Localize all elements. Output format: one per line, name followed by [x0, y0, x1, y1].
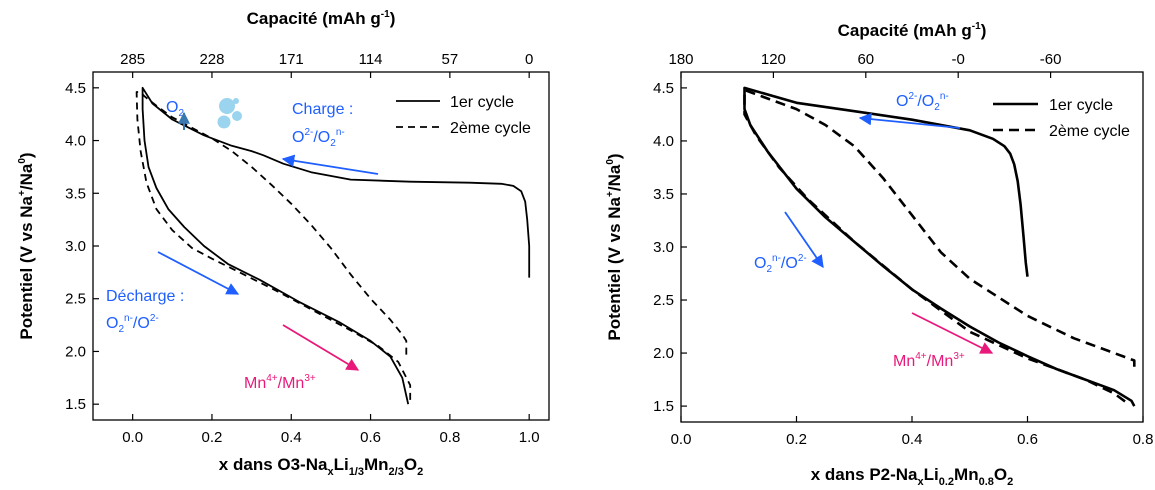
left-y-tick-label: 3.0 [65, 238, 86, 255]
right-legend-label-1: 1er cycle [1049, 97, 1113, 114]
left-chart: 0.0 0.2 0.4 0.6 0.8 1.0 1.5 2.0 2.5 3.0 3.5 4.0 4.5 2… [17, 9, 550, 478]
right-x-tick-label: 0.6 [1017, 431, 1038, 448]
left-series-2-line [135, 91, 412, 405]
left-series-1-line [141, 86, 531, 405]
right-top-tick-label: 120 [761, 51, 786, 68]
right-series-1-line [743, 86, 1136, 407]
bubble-icon [233, 98, 239, 104]
left-charge-label: Charge : [292, 101, 353, 118]
right-top-tick-label: -60 [1040, 51, 1062, 68]
right-x-tick-label: 0.8 [1133, 431, 1154, 448]
left-mn-arrow [282, 324, 360, 371]
right-chart: 0.0 0.2 0.4 0.6 0.8 1.5 2.0 2.5 3.0 3.5 4.0 4.5 180 1… [605, 21, 1153, 488]
left-y-tick-label: 2.5 [65, 291, 86, 308]
left-y-tick-label: 2.0 [65, 343, 86, 360]
left-curves [135, 86, 531, 405]
right-x-tick-label: 0.2 [786, 431, 807, 448]
right-mn-label: Mn4+/Mn3+ [893, 351, 965, 370]
right-y-tick-label: 3.0 [653, 239, 674, 256]
right-top-axis-title: Capacité (mAh g-1) [838, 21, 987, 40]
left-y-tick-label: 3.5 [65, 185, 86, 202]
left-y-tick-label: 1.5 [65, 396, 86, 413]
right-series-2-line [743, 88, 1136, 406]
right-y-axis-title: Potentiel (V vs Na+/Na0) [605, 153, 624, 340]
right-reduction-couple: O2n-/O2- [754, 253, 807, 275]
left-x-tick-label: 1.0 [519, 429, 540, 446]
right-oxidation-couple: O2-/O2n- [896, 91, 949, 113]
left-top-axis-title: Capacité (mAh g-1) [247, 9, 396, 28]
right-curves [743, 86, 1136, 407]
right-top-tick-label: 180 [668, 51, 693, 68]
right-reduction-arrow [784, 211, 824, 269]
left-x-tick-label: 0.6 [360, 429, 381, 446]
left-x-tick-label: 0.0 [122, 429, 143, 446]
left-top-tick-label: 0 [525, 51, 533, 68]
bubble-icon [217, 115, 231, 129]
left-y-axis-title: Potentiel (V vs Na+/Na0) [17, 152, 36, 339]
left-charge-arrow [281, 154, 379, 175]
left-discharge-arrow [157, 251, 240, 295]
left-charge-couple: O2-/O2n- [292, 127, 345, 149]
right-x-tick-label: 0.0 [671, 431, 692, 448]
left-o2-annotation: O2 [166, 98, 242, 130]
right-y-tick-label: 3.5 [653, 186, 674, 203]
left-x-tick-label: 0.4 [281, 429, 302, 446]
left-y-tick-label: 4.0 [65, 133, 86, 150]
right-x-tick-label: 0.4 [902, 431, 923, 448]
right-y-tick-label: 4.0 [653, 133, 674, 150]
right-y-tick-label: 4.5 [653, 80, 674, 97]
left-x-tick-label: 0.8 [439, 429, 460, 446]
right-legend: 1er cycle 2ème cycle [993, 97, 1130, 140]
left-top-tick-label: 285 [120, 51, 145, 68]
right-ticks: 0.0 0.2 0.4 0.6 0.8 1.5 2.0 2.5 3.0 3.5 4.0 4.5 180 1… [653, 51, 1153, 448]
left-top-tick-label: 171 [279, 51, 304, 68]
left-mn-label: Mn4+/Mn3+ [244, 373, 316, 392]
left-top-tick-label: 114 [359, 51, 383, 68]
left-x-tick-label: 0.2 [202, 429, 223, 446]
right-top-tick-label: 60 [857, 51, 874, 68]
right-y-tick-label: 1.5 [653, 398, 674, 415]
left-top-tick-label: 57 [442, 51, 459, 68]
right-oxidation-arrow [858, 112, 961, 129]
right-y-tick-label: 2.0 [653, 345, 674, 362]
left-ticks: 0.0 0.2 0.4 0.6 0.8 1.0 1.5 2.0 2.5 3.0 3.5 4.0 4.5 2… [65, 51, 539, 446]
left-x-axis-title: x dans O3-NaxLi1/3Mn2/3O2 [219, 455, 423, 478]
left-top-tick-label: 228 [199, 51, 224, 68]
right-legend-label-2: 2ème cycle [1049, 123, 1130, 140]
right-x-axis-title: x dans P2-NaxLi0.2Mn0.8O2 [811, 465, 1014, 488]
left-discharge-couple: O2n-/O2- [106, 313, 159, 335]
left-y-tick-label: 4.5 [65, 80, 86, 97]
left-legend-label-2: 2ème cycle [450, 120, 531, 137]
right-mn-arrow [911, 312, 994, 354]
bubble-icon [232, 111, 242, 121]
left-discharge-label: Décharge : [106, 288, 184, 305]
right-y-tick-label: 2.5 [653, 292, 674, 309]
left-legend: 1er cycle 2ème cycle [396, 94, 531, 137]
bubble-icon [219, 98, 235, 114]
left-legend-label-1: 1er cycle [450, 94, 514, 111]
right-top-tick-label: -0 [952, 51, 965, 68]
